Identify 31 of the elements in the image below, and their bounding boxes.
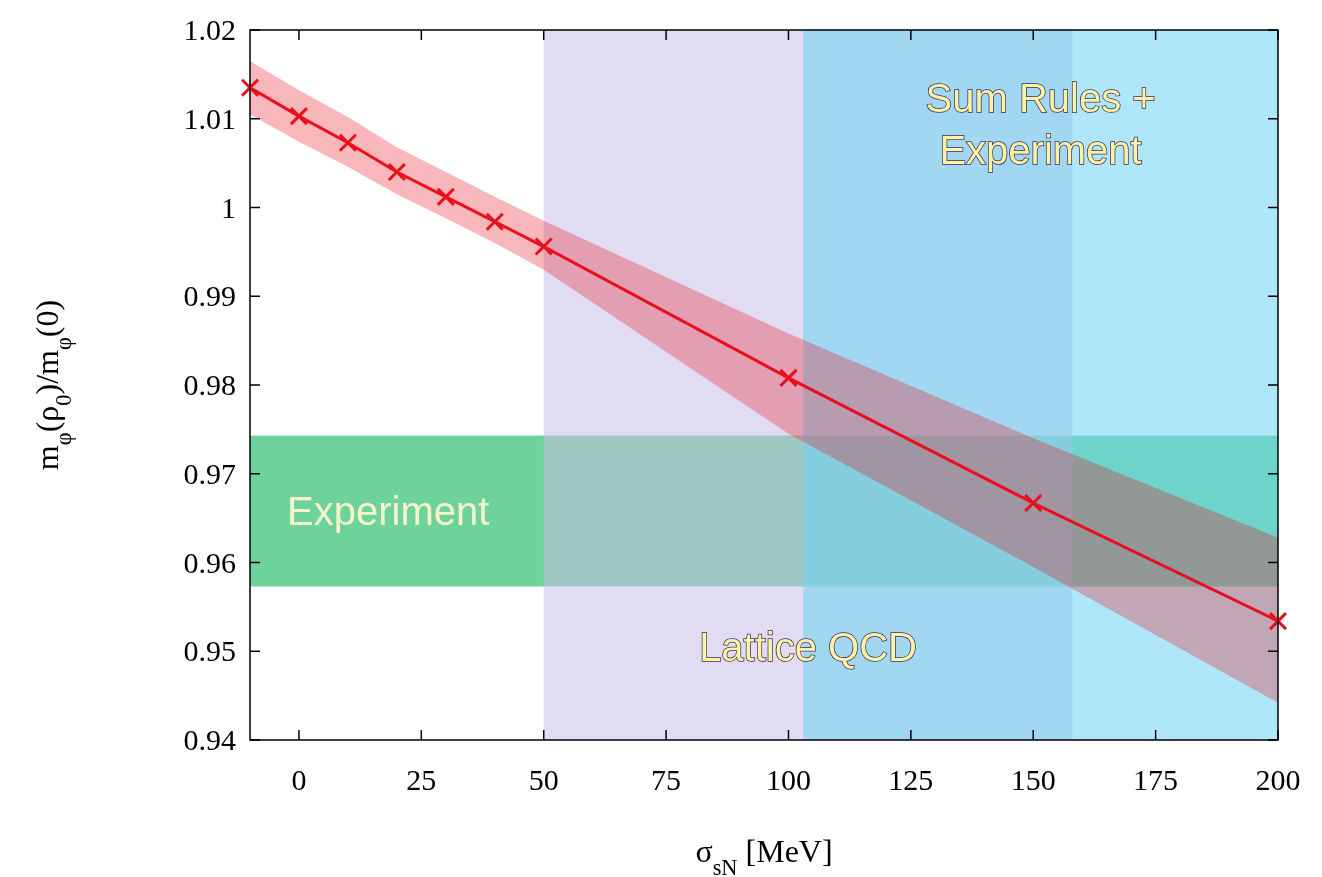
point bbox=[240, 78, 260, 98]
y-tick-label: 1 bbox=[221, 190, 236, 224]
band-label: Sum Rules + Experiment bbox=[925, 76, 1156, 172]
y-tick-label: 0.98 bbox=[183, 368, 236, 401]
y-tick-label: 0.96 bbox=[183, 545, 236, 579]
y-tick-label: 0.94 bbox=[183, 723, 236, 756]
point bbox=[1023, 493, 1043, 513]
y-tick-label: 0.97 bbox=[183, 456, 236, 490]
x-tick-label: 150 bbox=[1010, 763, 1056, 796]
point bbox=[387, 162, 407, 182]
point bbox=[485, 212, 505, 232]
x-tick-label: 175 bbox=[1133, 763, 1179, 796]
point bbox=[534, 237, 554, 257]
x-tick-label: 100 bbox=[765, 763, 811, 796]
x-tick-label: 25 bbox=[406, 763, 437, 796]
point bbox=[436, 187, 456, 207]
y-tick-label: 1.02 bbox=[183, 13, 236, 46]
point bbox=[1268, 611, 1288, 631]
point bbox=[338, 133, 358, 153]
x-tick-label: 50 bbox=[528, 763, 559, 796]
x-axis-title: σ$_{sN}$ [MeV] bbox=[695, 833, 833, 877]
x-tick-label: 200 bbox=[1255, 763, 1301, 796]
x-tick-label: 0 bbox=[291, 763, 307, 796]
band-label: Experiment bbox=[287, 489, 490, 534]
y-tick-label: 1.01 bbox=[183, 101, 236, 135]
x-tick-label: 75 bbox=[651, 763, 682, 796]
y-tick-label: 0.95 bbox=[183, 634, 236, 668]
x-tick-label: 125 bbox=[888, 763, 934, 796]
point bbox=[289, 106, 309, 126]
y-tick-label: 0.99 bbox=[183, 279, 236, 313]
point bbox=[778, 368, 798, 388]
